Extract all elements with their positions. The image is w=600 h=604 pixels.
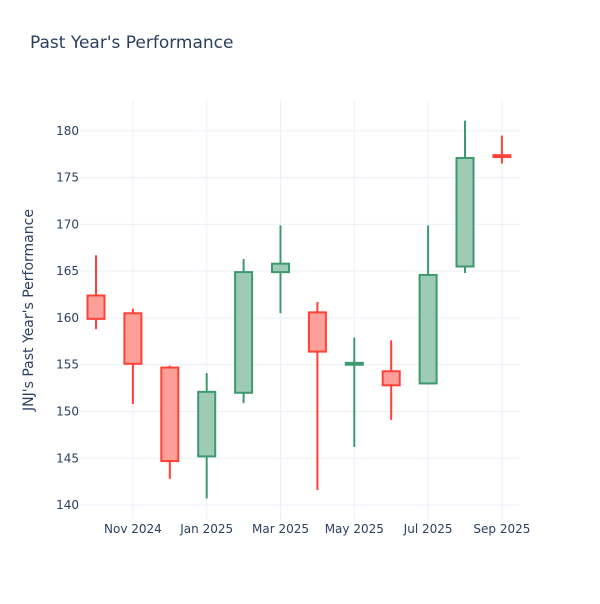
y-tick-label: 145: [56, 451, 79, 465]
candle-body: [307, 311, 327, 353]
candle: [492, 135, 512, 164]
candle: [197, 373, 217, 499]
candle: [271, 225, 290, 314]
candle: [344, 337, 364, 448]
x-tick-label: Jan 2025: [179, 522, 233, 536]
candle-body: [234, 271, 254, 394]
candle: [455, 120, 475, 274]
y-tick-label: 155: [56, 358, 79, 372]
candle: [123, 308, 143, 405]
candle-body: [86, 294, 106, 320]
candle-body: [160, 366, 180, 463]
candle-body: [271, 262, 290, 274]
y-tick-label: 150: [56, 404, 79, 418]
candle: [418, 225, 438, 385]
grid: [80, 100, 520, 520]
y-tick-label: 175: [56, 171, 79, 185]
x-tick-label: Sep 2025: [473, 522, 530, 536]
candle: [160, 365, 180, 479]
axes: 140 145 150 155 160 165 170 175 180 Nov 2024 Jan 2…: [56, 124, 530, 536]
candle: [307, 302, 327, 491]
candle: [86, 255, 106, 330]
x-tick-label: Mar 2025: [252, 522, 309, 536]
x-tick-label: Jul 2025: [403, 522, 453, 536]
candle-body: [492, 154, 512, 159]
candle-body: [197, 390, 217, 458]
y-tick-label: 140: [56, 498, 79, 512]
y-tick-label: 170: [56, 217, 79, 231]
y-tick-label: 165: [56, 264, 79, 278]
candle: [234, 259, 254, 404]
x-tick-label: Nov 2024: [104, 522, 162, 536]
y-tick-label: 160: [56, 311, 79, 325]
x-tick-label: May 2025: [325, 522, 384, 536]
y-tick-label: 180: [56, 124, 79, 138]
candles: [86, 120, 512, 499]
y-axis-label: JNJ's Past Year's Performance: [21, 209, 37, 412]
candle-body: [418, 273, 438, 385]
candle: [381, 340, 401, 420]
candle-body: [381, 370, 401, 387]
candle-body: [455, 156, 475, 268]
chart-title: Past Year's Performance: [30, 33, 234, 53]
candle-body: [123, 312, 143, 365]
candle-body: [344, 361, 364, 366]
